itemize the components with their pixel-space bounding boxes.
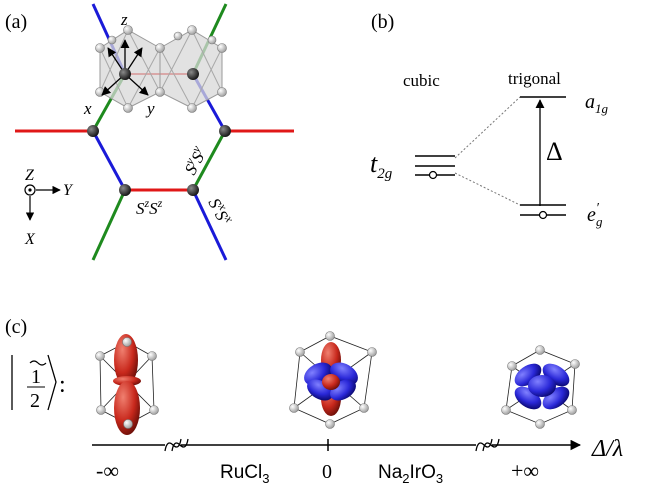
bond-blue-left-lower	[91, 130, 127, 191]
t2g-label: t2g	[370, 149, 393, 182]
orbital-neg-inf	[95, 334, 159, 435]
a1g-label: a1g	[585, 91, 609, 116]
magnetic-atoms	[87, 68, 231, 196]
tick-zero: 0	[322, 461, 332, 483]
tick-rucl3: RuCl3	[220, 462, 269, 486]
svg-text:SySy: SySy	[178, 143, 211, 178]
bond-label-yy: SySy	[178, 143, 211, 178]
atom	[87, 125, 99, 137]
axis-y-label: y	[145, 99, 155, 118]
edge-sharing-octahedra	[95, 25, 227, 113]
axis-X-label: X	[24, 231, 36, 248]
ket-colon: :	[59, 372, 66, 398]
orbital-zero	[289, 331, 377, 429]
orbital-pos-inf	[501, 345, 580, 429]
axis-x-label: x	[83, 99, 92, 118]
axis-break-left	[164, 438, 189, 452]
atom	[187, 68, 199, 80]
svg-text:1: 1	[31, 366, 41, 388]
state-ket-label: 1 2 :	[11, 354, 66, 412]
cubic-label: cubic	[403, 71, 440, 90]
delta-lambda-axis	[92, 438, 582, 452]
tick-pos-inf: +∞	[511, 458, 539, 483]
bond-green-bottom-left	[91, 189, 127, 261]
global-axes	[24, 184, 61, 221]
tick-neg-inf: -∞	[96, 458, 119, 483]
axis-z-label: z	[120, 10, 128, 29]
svg-text:2: 2	[30, 390, 40, 412]
honeycomb-lattice	[15, 3, 294, 261]
eg-levels	[520, 204, 566, 220]
panel-c-label: (c)	[5, 316, 27, 338]
axis-break-right	[475, 438, 500, 452]
axis-Z-label: Z	[25, 167, 35, 184]
ligand-atoms	[95, 25, 227, 113]
axis-delta-lambda-label: Δ/λ	[591, 436, 623, 462]
axis-Y-label: Y	[63, 182, 74, 199]
level-connectors	[454, 96, 521, 206]
bond-green-right-lower	[191, 130, 227, 191]
panel-c: (c) 1 2 :	[5, 316, 623, 486]
trigonal-label: trigonal	[508, 69, 561, 88]
eg-label: e′ g	[587, 201, 603, 229]
atom	[219, 125, 231, 137]
atom	[119, 184, 131, 196]
bond-blue-bottom-right	[191, 189, 228, 261]
t2g-levels	[415, 155, 455, 180]
panel-b: (b) cubic trigonal t2g a1g	[370, 11, 609, 229]
panel-a-label: (a)	[5, 11, 27, 33]
bond-label-zz: SzSz	[136, 196, 163, 218]
tick-na2iro3: Na2IrO3	[378, 462, 443, 486]
atom	[119, 68, 131, 80]
panel-a: (a)	[5, 3, 294, 261]
atom	[187, 184, 199, 196]
panel-b-label: (b)	[371, 11, 394, 33]
delta-label: Δ	[546, 137, 563, 166]
